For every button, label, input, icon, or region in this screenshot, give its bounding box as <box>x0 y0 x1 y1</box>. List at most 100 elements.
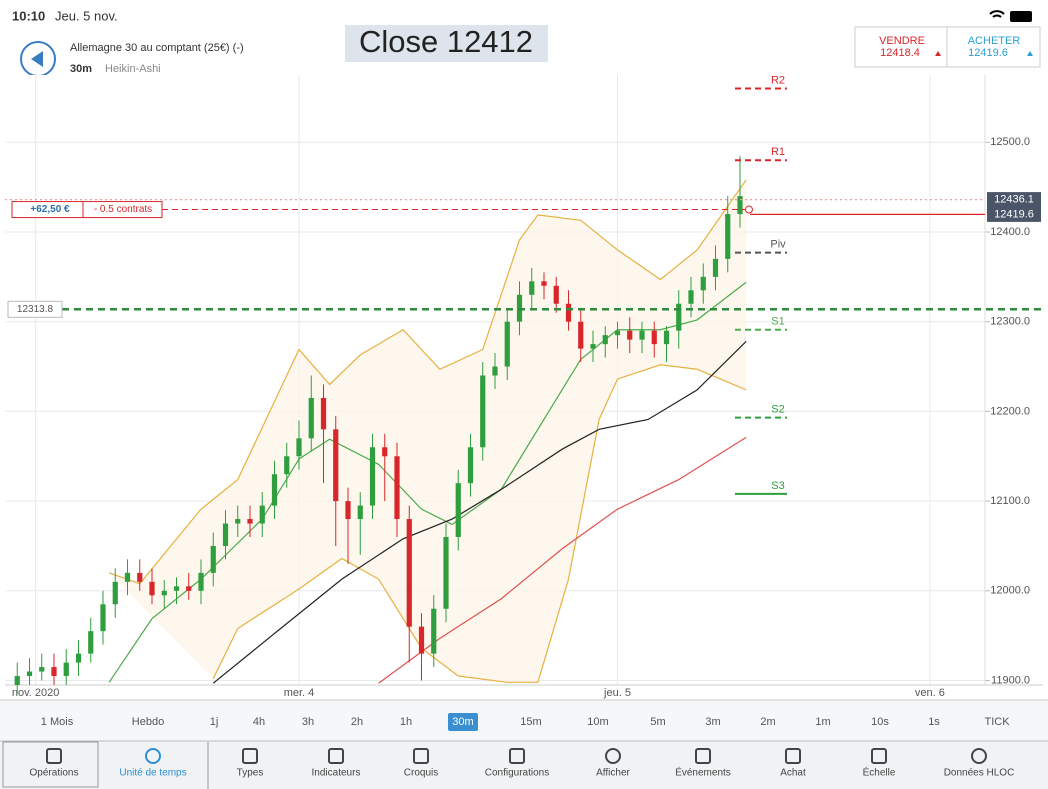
tab-label: Types <box>237 768 264 779</box>
candle-body <box>39 667 45 672</box>
candle-body <box>357 505 363 520</box>
x-tick-label: ven. 6 <box>915 687 945 699</box>
interval: 30m <box>70 63 92 75</box>
tab-bar <box>0 741 1048 789</box>
timeframe-button[interactable]: 3m <box>705 716 720 728</box>
tab-button[interactable]: Événements <box>675 748 731 779</box>
position-profit: +62,50 € <box>30 204 70 215</box>
tab-label: Achat <box>780 768 806 779</box>
tab-button[interactable]: Achat <box>780 748 806 779</box>
candle-body <box>627 330 633 340</box>
timeframe-label: 1h <box>400 716 412 728</box>
candle-body <box>271 474 278 506</box>
timeframe-button[interactable]: 1m <box>815 716 830 728</box>
tab-button[interactable]: Configurations <box>485 748 549 779</box>
tab-button[interactable]: Afficher <box>596 748 631 779</box>
candle-body <box>210 545 216 573</box>
chart: 11900.0 12000.0 12100.0 12200.0 12300.0 12400… <box>5 74 1043 699</box>
tab-button[interactable]: Unité de temps <box>119 748 187 779</box>
timeframe-button[interactable]: TICK <box>984 716 1010 728</box>
tab-label: Indicateurs <box>312 768 361 779</box>
tab-button[interactable]: Opérations <box>30 748 79 779</box>
timeframe-label: 10s <box>871 716 889 728</box>
candle-body <box>455 483 461 537</box>
timeframe-label: 10m <box>587 716 608 728</box>
tab-button[interactable]: Croquis <box>404 748 438 779</box>
tab-button[interactable]: Données HLOC <box>944 748 1015 779</box>
timeframe-button[interactable]: 15m <box>520 716 541 728</box>
candle-body <box>88 631 94 654</box>
timeframe-button[interactable]: 3h <box>302 716 314 728</box>
pivot-label: Piv <box>770 239 786 251</box>
x-tick-label: nov. 2020 <box>12 687 60 699</box>
candle-body <box>725 214 731 259</box>
y-tick-label: 12200.0 <box>990 405 1030 417</box>
timeframe-button[interactable]: 2h <box>351 716 363 728</box>
y-tick-label: 12400.0 <box>990 226 1030 238</box>
overlay-box <box>345 25 548 62</box>
tab-button[interactable]: Échelle <box>863 748 896 779</box>
tab-icon <box>413 748 429 764</box>
timeframe-selected <box>448 713 478 731</box>
tab-button[interactable]: Types <box>237 748 264 779</box>
candle-body <box>578 321 584 349</box>
timeframe-button[interactable]: 4h <box>253 716 265 728</box>
timeframe-button[interactable]: 30m <box>448 713 478 731</box>
timeframe-label: 4h <box>253 716 265 728</box>
timeframe-label: 3m <box>705 716 720 728</box>
pivot-label: S3 <box>771 480 784 492</box>
candle-body <box>112 581 118 605</box>
candle-body <box>651 330 657 345</box>
timeframe-button[interactable]: 1s <box>928 716 940 728</box>
candle-body <box>541 281 547 286</box>
tab-button[interactable]: Indicateurs <box>312 748 361 779</box>
timeframe-button[interactable]: 1 Mois <box>41 716 74 728</box>
pivot-label: R2 <box>771 74 785 86</box>
price-label-box <box>987 192 1041 208</box>
timeframe-button[interactable]: 1j <box>210 716 219 728</box>
timeframe-button[interactable]: 5m <box>650 716 665 728</box>
timeframe-bar <box>0 700 1048 741</box>
candle-body <box>284 456 290 475</box>
candle-body <box>602 335 608 345</box>
timeframe-label: 1s <box>928 716 940 728</box>
pivot-label: R1 <box>771 146 785 158</box>
timeframe-button[interactable]: 1h <box>400 716 412 728</box>
back-button[interactable] <box>20 41 56 77</box>
position-box <box>11 201 163 219</box>
wifi-icon <box>989 10 1005 18</box>
pivot-label: S1 <box>771 316 784 328</box>
candle-body <box>320 397 327 430</box>
indicator-line <box>108 281 747 683</box>
position-size: - 0.5 contrats <box>94 204 152 215</box>
timeframe-label: 1j <box>210 716 219 728</box>
timeframe-button[interactable]: 2m <box>760 716 775 728</box>
timeframe-button[interactable]: Hebdo <box>132 716 164 728</box>
candle-body <box>688 290 694 304</box>
timeframe-label: Hebdo <box>132 716 164 728</box>
candle-body <box>149 581 155 596</box>
indicator-line <box>212 364 747 683</box>
overlay-text: Close 12412 <box>359 24 533 59</box>
x-tick-label: mer. 4 <box>284 687 315 699</box>
indicator-line <box>212 340 747 684</box>
candle-body <box>345 501 351 520</box>
candle-body <box>75 653 82 663</box>
candle-body <box>382 447 388 457</box>
sell-label: VENDRE <box>879 35 925 47</box>
timeframe-button[interactable]: 10m <box>587 716 608 728</box>
indicator-line <box>378 436 747 684</box>
tab-label: Échelle <box>863 766 896 779</box>
buy-label: ACHETER <box>968 35 1021 47</box>
candle-body <box>504 321 510 367</box>
y-tick-label: 11900.0 <box>991 674 1030 686</box>
sell-button[interactable]: VENDRE 12418.4 <box>879 35 941 59</box>
band-fill <box>109 179 747 683</box>
timeframe-label: 1m <box>815 716 830 728</box>
timeframe-button[interactable]: 10s <box>871 716 889 728</box>
candle-body <box>565 303 572 322</box>
buy-button[interactable]: ACHETER 12419.6 <box>968 35 1033 59</box>
candle-body <box>100 604 106 632</box>
price-label-box <box>7 300 63 318</box>
